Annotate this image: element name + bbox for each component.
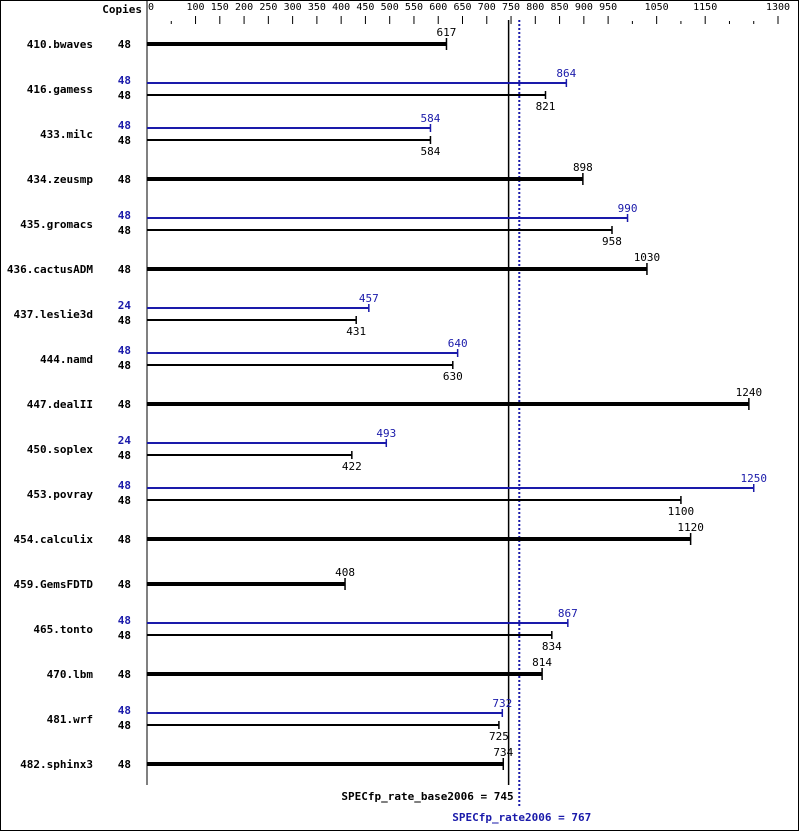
x-tick-label: 900 <box>575 2 593 13</box>
base-copies: 48 <box>118 398 131 411</box>
base-copies: 48 <box>118 719 131 732</box>
x-tick-label: 1050 <box>645 2 669 13</box>
x-tick-label: 550 <box>405 2 423 13</box>
x-tick-label: 850 <box>551 2 569 13</box>
benchmark-name: 410.bwaves <box>27 38 93 51</box>
x-tick-label: 350 <box>308 2 326 13</box>
base-copies: 48 <box>118 494 131 507</box>
base-copies: 48 <box>118 449 131 462</box>
peak-copies: 48 <box>118 704 131 717</box>
base-copies: 48 <box>118 314 131 327</box>
peak-value-label: 732 <box>492 697 512 710</box>
peak-value-label: 990 <box>618 202 638 215</box>
base-value-label: 617 <box>437 26 457 39</box>
peak-copies: 48 <box>118 614 131 627</box>
x-tick-label: 100 <box>187 2 205 13</box>
x-tick-label: 600 <box>429 2 447 13</box>
benchmark-name: 465.tonto <box>33 623 93 636</box>
base-copies: 48 <box>118 629 131 642</box>
base-copies: 48 <box>118 263 131 276</box>
base-value-label: 734 <box>493 746 513 759</box>
x-tick-label: 750 <box>502 2 520 13</box>
base-value-label: 898 <box>573 161 593 174</box>
benchmark-name: 481.wrf <box>47 713 93 726</box>
benchmark-name: 433.milc <box>40 128 93 141</box>
peak-value-label: 867 <box>558 607 578 620</box>
x-tick-label: 0 <box>148 2 154 13</box>
x-tick-label: 300 <box>284 2 302 13</box>
base-value-label: 584 <box>421 145 441 158</box>
base-copies: 48 <box>118 359 131 372</box>
benchmark-name: 454.calculix <box>14 533 94 546</box>
peak-copies: 48 <box>118 119 131 132</box>
x-tick-label: 200 <box>235 2 253 13</box>
copies-header: Copies <box>102 3 142 16</box>
peak-copies: 24 <box>118 434 132 447</box>
x-tick-label: 950 <box>599 2 617 13</box>
benchmark-name: 435.gromacs <box>20 218 93 231</box>
peak-value-label: 1250 <box>740 472 767 485</box>
x-tick-label: 150 <box>211 2 229 13</box>
benchmark-name: 434.zeusmp <box>27 173 94 186</box>
base-copies: 48 <box>118 38 131 51</box>
base-value-label: 958 <box>602 235 622 248</box>
base-value-label: 408 <box>335 566 355 579</box>
base-copies: 48 <box>118 134 131 147</box>
benchmark-name: 444.namd <box>40 353 93 366</box>
base-value-label: 814 <box>532 656 552 669</box>
peak-copies: 48 <box>118 74 131 87</box>
peak-value-label: 457 <box>359 292 379 305</box>
x-tick-label: 800 <box>526 2 544 13</box>
base-value-label: 1100 <box>668 505 695 518</box>
base-copies: 48 <box>118 89 131 102</box>
base-copies: 48 <box>118 758 131 771</box>
peak-value-label: 640 <box>448 337 468 350</box>
base-copies: 48 <box>118 533 131 546</box>
x-tick-label: 450 <box>356 2 374 13</box>
base-value-label: 834 <box>542 640 562 653</box>
base-value-label: 1240 <box>736 386 763 399</box>
benchmark-name: 447.dealII <box>27 398 93 411</box>
benchmark-name: 416.gamess <box>27 83 93 96</box>
base-reference-label: SPECfp_rate_base2006 = 745 <box>341 790 513 803</box>
benchmark-name: 436.cactusADM <box>7 263 93 276</box>
base-value-label: 725 <box>489 730 509 743</box>
peak-value-label: 864 <box>556 67 576 80</box>
peak-value-label: 584 <box>421 112 441 125</box>
base-value-label: 422 <box>342 460 362 473</box>
x-tick-label: 700 <box>478 2 496 13</box>
benchmark-name: 450.soplex <box>27 443 94 456</box>
base-copies: 48 <box>118 224 131 237</box>
base-value-label: 1120 <box>677 521 704 534</box>
base-value-label: 1030 <box>634 251 661 264</box>
benchmark-name: 482.sphinx3 <box>20 758 93 771</box>
base-copies: 48 <box>118 578 131 591</box>
peak-copies: 48 <box>118 479 131 492</box>
peak-copies: 48 <box>118 209 131 222</box>
base-value-label: 431 <box>346 325 366 338</box>
x-tick-label: 400 <box>332 2 350 13</box>
x-tick-label: 1300 <box>766 2 790 13</box>
benchmark-name: 470.lbm <box>47 668 94 681</box>
benchmark-name: 459.GemsFDTD <box>14 578 94 591</box>
base-value-label: 821 <box>536 100 556 113</box>
x-tick-label: 500 <box>381 2 399 13</box>
base-value-label: 630 <box>443 370 463 383</box>
base-copies: 48 <box>118 668 131 681</box>
benchmark-name: 453.povray <box>27 488 94 501</box>
peak-reference-label: SPECfp_rate2006 = 767 <box>452 811 591 824</box>
peak-copies: 24 <box>118 299 132 312</box>
peak-copies: 48 <box>118 344 131 357</box>
base-copies: 48 <box>118 173 131 186</box>
x-tick-label: 1150 <box>693 2 717 13</box>
benchmark-name: 437.leslie3d <box>14 308 93 321</box>
x-tick-label: 250 <box>259 2 277 13</box>
peak-value-label: 493 <box>376 427 396 440</box>
x-tick-label: 650 <box>453 2 471 13</box>
